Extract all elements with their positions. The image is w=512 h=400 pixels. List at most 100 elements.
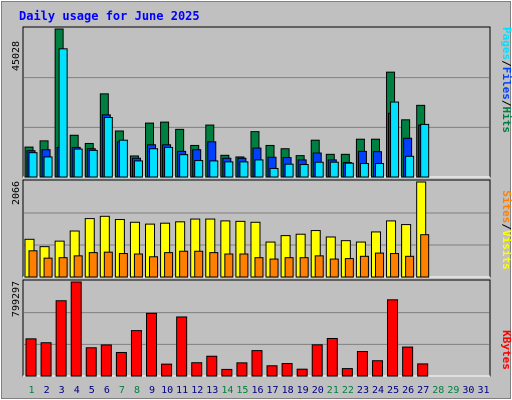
y-tick-kbytes: 799297 [11,281,22,317]
sites-bar [239,253,249,278]
kbytes-bar [341,368,353,377]
pages-bar [420,123,430,178]
pages-bar [28,152,38,178]
kbytes-bar [191,362,203,377]
kbytes-bar [402,346,414,377]
kbytes-bar [130,330,142,377]
legend-pages: Pages [500,27,512,60]
kbytes-bar [25,338,37,377]
x-tick-label: 17 [267,385,279,396]
x-tick-label: 25 [387,385,399,396]
x-tick-label: 14 [221,385,233,396]
x-tick-label: 3 [59,385,65,396]
pages-bar [179,154,189,178]
sites-bar [299,257,309,278]
kbytes-bar [161,363,173,377]
kbytes-bar [387,299,399,377]
y-tick-visits: 2066 [11,181,22,205]
legend-sites: Sites [500,190,512,223]
sites-bar [73,255,83,278]
x-tick-label: 15 [236,385,248,396]
kbytes-bar [146,312,158,377]
sites-bar [118,253,128,278]
kbytes-bar [417,363,429,377]
x-tick-label: 20 [312,385,324,396]
pages-bar [374,163,384,178]
sites-bar [329,258,339,278]
kbytes-bar [206,355,218,377]
sites-bar [164,252,174,278]
pages-bar [224,161,234,178]
pages-bar [299,164,309,178]
legend-sep-2: / [500,100,512,107]
x-tick-label: 12 [191,385,203,396]
x-tick-label: 24 [372,385,384,396]
panel-sites-visits [22,179,491,278]
legend-visits: Visits [500,230,512,270]
kbytes-bar [296,368,308,377]
sites-bar [359,255,369,278]
x-tick-label: 13 [206,385,218,396]
x-tick-label: 18 [282,385,294,396]
sites-bar [224,253,234,278]
x-tick-label: 29 [447,385,459,396]
sites-bar [374,252,384,278]
kbytes-bar [236,362,248,377]
pages-bar [284,163,294,178]
x-tick-label: 2 [44,385,50,396]
panel-kbytes [22,279,491,377]
panel-hits-files-pages [22,26,491,178]
sites-bar [194,250,204,278]
kbytes-bar [356,351,368,377]
x-tick-label: 8 [134,385,140,396]
sites-bar [43,257,53,278]
legend-sep-1: / [500,60,512,67]
kbytes-bar [55,300,67,377]
legend-top: Pages/Files/Hits [500,27,512,133]
x-tick-label: 6 [104,385,110,396]
kbytes-bar [100,344,112,377]
legend-kbytes: KBytes [500,330,512,370]
x-tick-label: 26 [402,385,414,396]
pages-bar [194,160,204,178]
sites-bar [88,252,98,278]
x-tick-label: 7 [119,385,125,396]
x-tick-label: 11 [176,385,188,396]
x-axis-day-labels: 1 2 3 4 5 6 7 8 9 10 11 12 13 14 15 16 17 18 19 20 21 22 23 24 2… [29,385,490,396]
x-tick-label: 27 [417,385,429,396]
sites-bar [269,258,279,278]
kbytes-bar [115,351,127,377]
pages-bar [149,148,159,178]
pages-bar [164,146,174,178]
kbytes-bar [326,337,338,377]
x-tick-label: 4 [74,385,80,396]
sites-bar [103,251,113,278]
x-tick-label: 30 [462,385,474,396]
sites-bar [254,257,264,278]
legend-mid: Sites/Visits [500,190,512,270]
kbytes-bar [176,316,188,377]
x-tick-label: 1 [29,385,35,396]
sites-bar [420,234,430,278]
legend-files: Files [500,67,512,100]
sites-bar [390,253,400,278]
sites-bar [405,255,415,278]
x-tick-label: 22 [342,385,354,396]
pages-bar [118,139,128,178]
pages-bar [239,161,249,178]
chart-title: Daily usage for June 2025 [19,9,200,23]
pages-bar [88,149,98,178]
x-tick-label: 5 [89,385,95,396]
pages-bar [133,160,143,178]
legend-hits: Hits [500,107,512,134]
pages-bar [390,101,400,178]
x-tick-label: 9 [149,385,155,396]
sites-bar [28,250,38,278]
sites-bar [284,257,294,278]
pages-bar [329,161,339,178]
pages-bar [254,159,264,178]
pages-bar [58,48,68,178]
kbytes-bar [40,342,52,377]
kbytes-bar [251,350,263,377]
